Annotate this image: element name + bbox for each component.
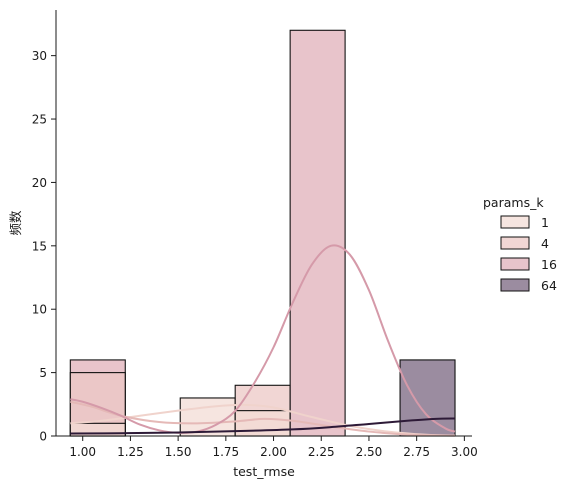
kde-line-k16 [70, 244, 456, 434]
bar-k1-bin3 [234, 410, 291, 437]
y-axis-title: 频数 [8, 210, 23, 236]
y-tick-label: 20 [32, 176, 47, 190]
x-tick-label: 1.00 [69, 445, 96, 459]
legend-swatch-k4 [500, 236, 530, 250]
y-tick-label: 30 [32, 49, 47, 63]
x-tick-label: 1.25 [117, 445, 144, 459]
y-ticks: 0 5 10 15 20 25 30 [32, 49, 56, 444]
legend-swatch-k64 [500, 278, 530, 292]
kde-line-k1 [70, 403, 456, 437]
bar-k64-bin6 [399, 359, 456, 437]
legend-label-k4: 4 [541, 236, 549, 251]
kde-line-k64 [70, 417, 456, 435]
y-tick-label: 25 [32, 113, 47, 127]
legend: params_k 1 4 16 64 [483, 195, 557, 293]
bar-k16-bin4 [289, 29, 346, 437]
bars-layer [69, 29, 456, 437]
legend-title: params_k [483, 195, 544, 210]
x-tick-label: 1.75 [212, 445, 239, 459]
axes: 1.00 1.25 1.50 1.75 2.00 2.25 2.50 2.75 3.00 0 5 1… [32, 10, 478, 459]
x-ticks: 1.00 1.25 1.50 1.75 2.00 2.25 2.50 2.75 3.00 [69, 436, 478, 459]
legend-label-k64: 64 [541, 278, 557, 293]
bar-k1-bin2 [179, 397, 236, 437]
x-tick-label: 2.00 [260, 445, 287, 459]
x-axis-title: test_rmse [233, 464, 295, 479]
x-tick-label: 1.50 [165, 445, 192, 459]
legend-items: 1 4 16 64 [500, 215, 557, 293]
y-tick-label: 0 [39, 430, 47, 444]
legend-swatch-k16 [500, 257, 530, 271]
legend-swatch-k1 [500, 215, 530, 229]
x-tick-label: 2.25 [308, 445, 335, 459]
legend-label-k1: 1 [541, 215, 549, 230]
x-tick-label: 2.50 [356, 445, 383, 459]
y-tick-label: 10 [32, 303, 47, 317]
y-tick-label: 15 [32, 239, 47, 253]
y-tick-label: 5 [39, 366, 47, 380]
x-tick-label: 3.00 [451, 445, 478, 459]
kde-layer [70, 244, 456, 437]
x-tick-label: 2.75 [403, 445, 430, 459]
legend-label-k16: 16 [541, 257, 557, 272]
